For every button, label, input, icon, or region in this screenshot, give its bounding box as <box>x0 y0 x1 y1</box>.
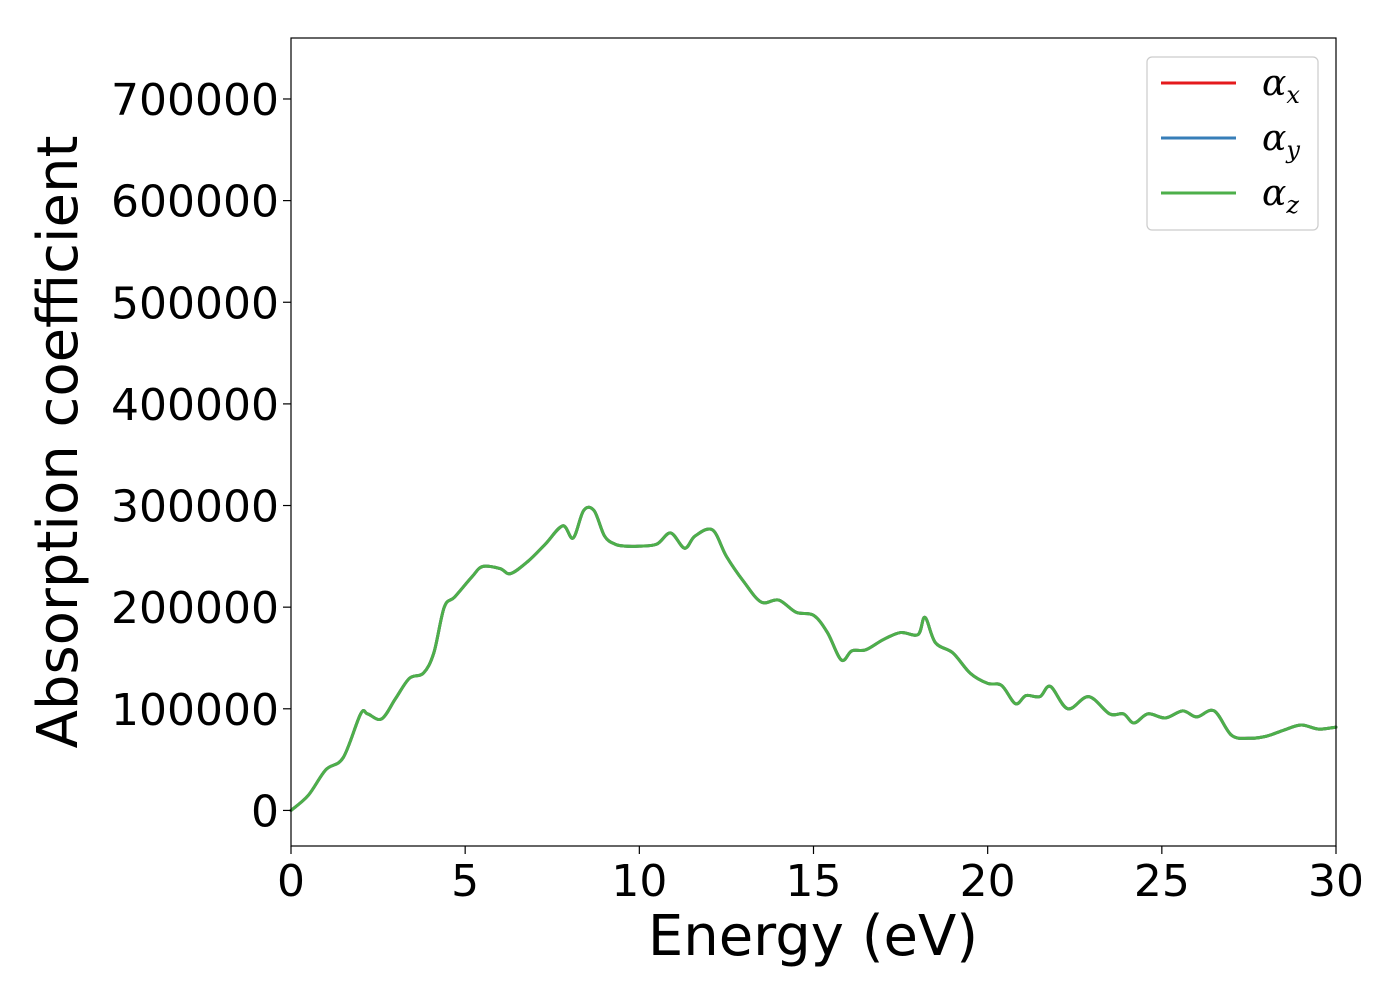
x-axis-ticks: 0 5 10 15 20 25 30 <box>277 846 1364 907</box>
y-tick-label: 400000 <box>111 380 279 431</box>
x-tick-label: 5 <box>451 856 479 907</box>
series-layer <box>289 505 1338 812</box>
x-tick-label: 10 <box>611 856 667 907</box>
y-tick-label: 200000 <box>111 583 279 634</box>
x-tick-label: 30 <box>1308 856 1364 907</box>
y-axis-ticks: 0 100000 200000 300000 400000 500000 600000 700… <box>111 75 291 837</box>
x-tick-label: 20 <box>960 856 1016 907</box>
y-tick-label: 0 <box>251 786 279 837</box>
x-tick-label: 25 <box>1134 856 1190 907</box>
y-tick-label: 300000 <box>111 482 279 533</box>
y-axis-label: Absorption coefficient <box>26 136 91 749</box>
y-tick-label: 100000 <box>111 685 279 736</box>
legend-label-y: αy <box>1262 118 1300 164</box>
y-tick-label: 600000 <box>111 177 279 228</box>
x-tick-label: 15 <box>786 856 842 907</box>
legend-box <box>1146 56 1319 231</box>
series-line-z <box>289 505 1338 812</box>
y-tick-label: 500000 <box>111 278 279 329</box>
y-tick-label: 700000 <box>111 75 279 126</box>
x-tick-label: 0 <box>277 856 305 907</box>
x-axis-label: Energy (eV) <box>648 904 978 969</box>
